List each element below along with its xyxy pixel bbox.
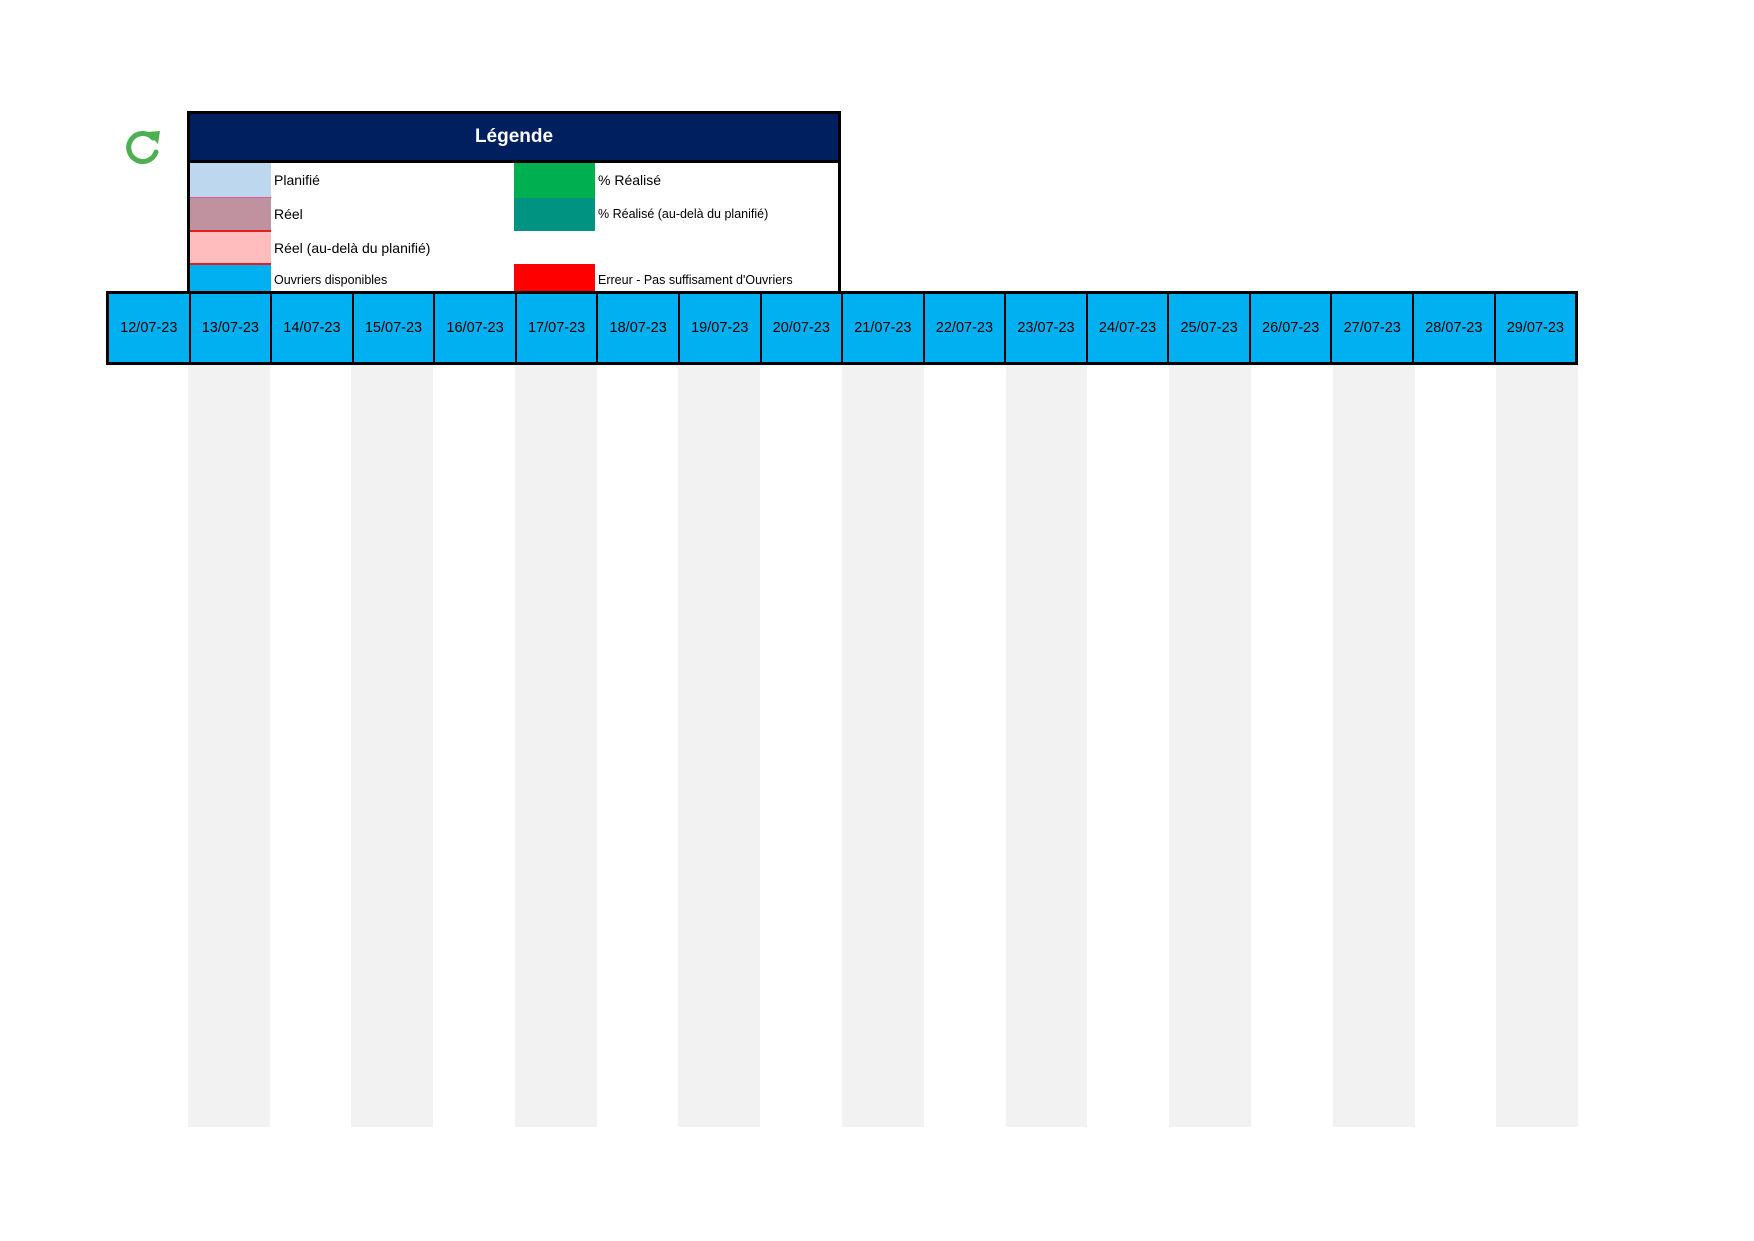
day-column	[270, 365, 352, 1127]
legend-swatch-planned	[190, 163, 271, 198]
day-column	[187, 365, 270, 1127]
date-header-cell: 28/07-23	[1414, 294, 1496, 362]
legend-swatch-workers	[190, 265, 271, 294]
date-header-cell: 14/07-23	[272, 294, 354, 362]
legend-label-actual-over: Réel (au-delà du planifié)	[274, 239, 431, 256]
date-header-cell: 21/07-23	[843, 294, 925, 362]
date-header-cell: 13/07-23	[191, 294, 273, 362]
legend-label-done: % Réalisé	[598, 172, 662, 188]
day-column	[1169, 365, 1251, 1127]
legend-swatch-done-over	[514, 198, 595, 231]
date-header-cell: 27/07-23	[1332, 294, 1414, 362]
day-column	[1087, 365, 1169, 1127]
day-column	[842, 365, 924, 1127]
date-header-cell: 15/07-23	[354, 294, 436, 362]
date-header-cell: 16/07-23	[435, 294, 517, 362]
day-column	[106, 365, 188, 1127]
legend-label-done-over: % Réalisé (au-delà du planifié)	[598, 207, 769, 221]
legend-swatch-actual	[190, 198, 271, 232]
date-header-cell: 26/07-23	[1251, 294, 1333, 362]
day-column	[351, 365, 434, 1127]
date-header-cell: 20/07-23	[762, 294, 844, 362]
day-column	[678, 365, 761, 1127]
day-column	[760, 365, 842, 1127]
day-column	[1496, 365, 1579, 1127]
date-header-cell: 12/07-23	[109, 294, 191, 362]
legend-panel: Légende Planifié Réel Réel (au-delà du p…	[187, 111, 841, 294]
date-header-cell: 19/07-23	[680, 294, 762, 362]
legend-swatch-error	[514, 264, 595, 294]
date-header-row: 12/07-23 13/07-23 14/07-23 15/07-23 16/07-23…	[106, 291, 1578, 365]
date-header-cell: 23/07-23	[1006, 294, 1088, 362]
legend-label-error: Erreur - Pas suffisament d'Ouvriers	[598, 272, 793, 287]
date-header-cell: 18/07-23	[598, 294, 680, 362]
day-column	[433, 365, 515, 1127]
legend-swatch-done	[514, 163, 595, 198]
day-column	[1005, 365, 1088, 1127]
legend-label-actual: Réel	[274, 206, 303, 222]
day-column	[1415, 365, 1497, 1127]
day-column	[514, 365, 597, 1127]
date-header-cell: 25/07-23	[1169, 294, 1251, 362]
legend-swatch-actual-over	[190, 232, 271, 265]
day-column	[924, 365, 1006, 1127]
date-header-cell: 22/07-23	[925, 294, 1007, 362]
date-header-cell: 24/07-23	[1088, 294, 1170, 362]
date-header-cell: 17/07-23	[517, 294, 599, 362]
legend-label-workers: Ouvriers disponibles	[274, 272, 388, 287]
day-column	[1332, 365, 1415, 1127]
day-column	[597, 365, 679, 1127]
refresh-icon[interactable]	[120, 124, 166, 170]
legend-label-planned: Planifié	[274, 172, 320, 188]
legend-title: Légende	[190, 114, 838, 163]
date-header-cell: 29/07-23	[1506, 320, 1564, 336]
day-column	[1251, 365, 1333, 1127]
timeline-grid	[106, 365, 1579, 1127]
